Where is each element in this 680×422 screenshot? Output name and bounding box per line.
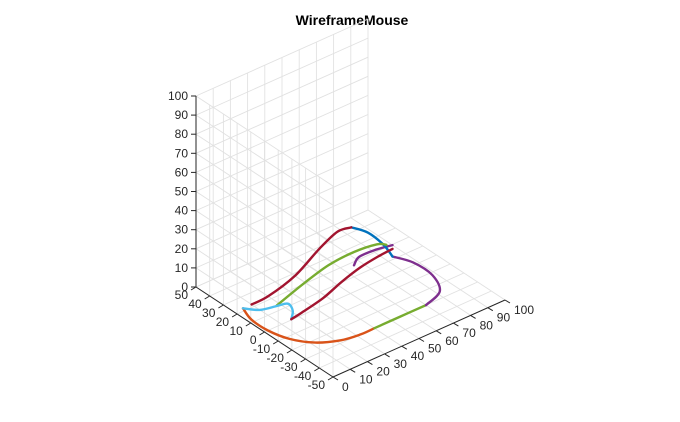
y-tick-mark xyxy=(259,331,265,336)
wireframe-curve xyxy=(290,247,394,321)
y-tick-label: 10 xyxy=(229,324,243,338)
yz-wall-grid-line xyxy=(195,248,334,340)
x-tick-label: 0 xyxy=(342,380,349,394)
xz-wall-grid-line xyxy=(195,209,369,288)
x-tick-mark xyxy=(470,314,476,319)
y-tick-mark xyxy=(327,376,334,381)
z-tick-label: 70 xyxy=(175,146,189,160)
y-tick-label: 0 xyxy=(250,333,257,347)
xz-wall-grid-line xyxy=(195,190,369,269)
xz-wall-grid-line xyxy=(195,75,369,154)
y-tick-mark xyxy=(190,286,197,291)
x-tick-mark xyxy=(349,368,356,373)
xz-wall-grid-line xyxy=(195,114,369,192)
y-tick-mark xyxy=(272,340,279,345)
y-tick-mark xyxy=(300,358,306,363)
floor-grid-line xyxy=(291,272,465,351)
x-tick-mark xyxy=(435,330,442,335)
z-tick-label: 30 xyxy=(175,223,189,237)
x-tick-label: 50 xyxy=(428,342,442,356)
x-tick-mark xyxy=(453,322,459,327)
xz-wall-grid-line xyxy=(195,37,369,116)
z-tick-label: 10 xyxy=(175,261,189,275)
x-tick-mark xyxy=(487,307,494,312)
y-tick-label: -50 xyxy=(308,378,326,392)
wireframe-curve xyxy=(391,255,442,307)
xz-wall-grid-line xyxy=(195,94,369,173)
x-tick-mark xyxy=(332,376,339,381)
wireframe-curve xyxy=(250,226,353,306)
wireframe-curve xyxy=(241,302,295,321)
y-tick-mark xyxy=(314,367,320,372)
y-tick-label: -40 xyxy=(294,369,312,383)
y-tick-mark xyxy=(286,349,293,354)
wireframe-curve xyxy=(373,303,428,330)
x-tick-label: 40 xyxy=(411,349,425,363)
x-tick-label: 30 xyxy=(394,357,408,371)
z-tick-label: 40 xyxy=(175,204,189,218)
y-tick-label: -20 xyxy=(267,351,285,365)
x-tick-mark xyxy=(367,361,373,366)
x-tick-label: 100 xyxy=(514,303,534,317)
xz-wall-grid-line xyxy=(195,171,369,250)
xz-wall-grid-line xyxy=(195,133,369,212)
z-axis-ticks: 0 10 20 30 40 50 60 70 80 90 100 xyxy=(168,89,196,294)
chart-title: WireframeMouse xyxy=(296,12,409,28)
x-tick-label: 90 xyxy=(497,311,511,325)
wireframe-curve xyxy=(241,307,376,344)
floor-grid-line xyxy=(319,290,492,369)
y-tick-label: 20 xyxy=(216,315,230,329)
yz-wall-grid-line xyxy=(195,229,334,321)
y-tick-label: -30 xyxy=(280,360,298,374)
y-tick-mark xyxy=(218,304,224,309)
z-tick-label: 90 xyxy=(175,108,189,122)
x-tick-label: 80 xyxy=(480,318,494,332)
z-tick-label: 100 xyxy=(168,89,188,103)
xz-wall-grid-line xyxy=(195,56,369,135)
z-tick-label: 60 xyxy=(175,165,189,179)
wireframe-curves xyxy=(241,226,442,344)
x-tick-label: 20 xyxy=(376,365,390,379)
x-tick-mark xyxy=(384,353,390,358)
z-tick-label: 0 xyxy=(181,280,188,294)
x-tick-mark xyxy=(418,338,425,342)
wireframe-curve xyxy=(275,242,388,307)
x-tick-label: 60 xyxy=(445,334,459,348)
y-tick-label: 30 xyxy=(202,306,216,320)
z-tick-label: 50 xyxy=(175,185,189,199)
y-tick-mark xyxy=(204,295,210,300)
x-tick-mark xyxy=(504,299,511,304)
y-tick-label: 40 xyxy=(188,297,202,311)
xz-wall-grid-line xyxy=(195,152,369,231)
z-tick-label: 80 xyxy=(175,127,189,141)
x-tick-label: 10 xyxy=(359,372,373,386)
floor-grid-line xyxy=(278,263,451,342)
y-tick-label: 50 xyxy=(175,288,189,302)
x-tick-label: 70 xyxy=(462,326,476,340)
y-tick-mark xyxy=(231,313,238,318)
xz-wall-grid-line xyxy=(195,18,369,97)
y-tick-label: -10 xyxy=(253,342,271,356)
y-tick-mark xyxy=(245,322,252,327)
x-tick-mark xyxy=(401,345,408,350)
z-tick-label: 20 xyxy=(175,242,189,256)
